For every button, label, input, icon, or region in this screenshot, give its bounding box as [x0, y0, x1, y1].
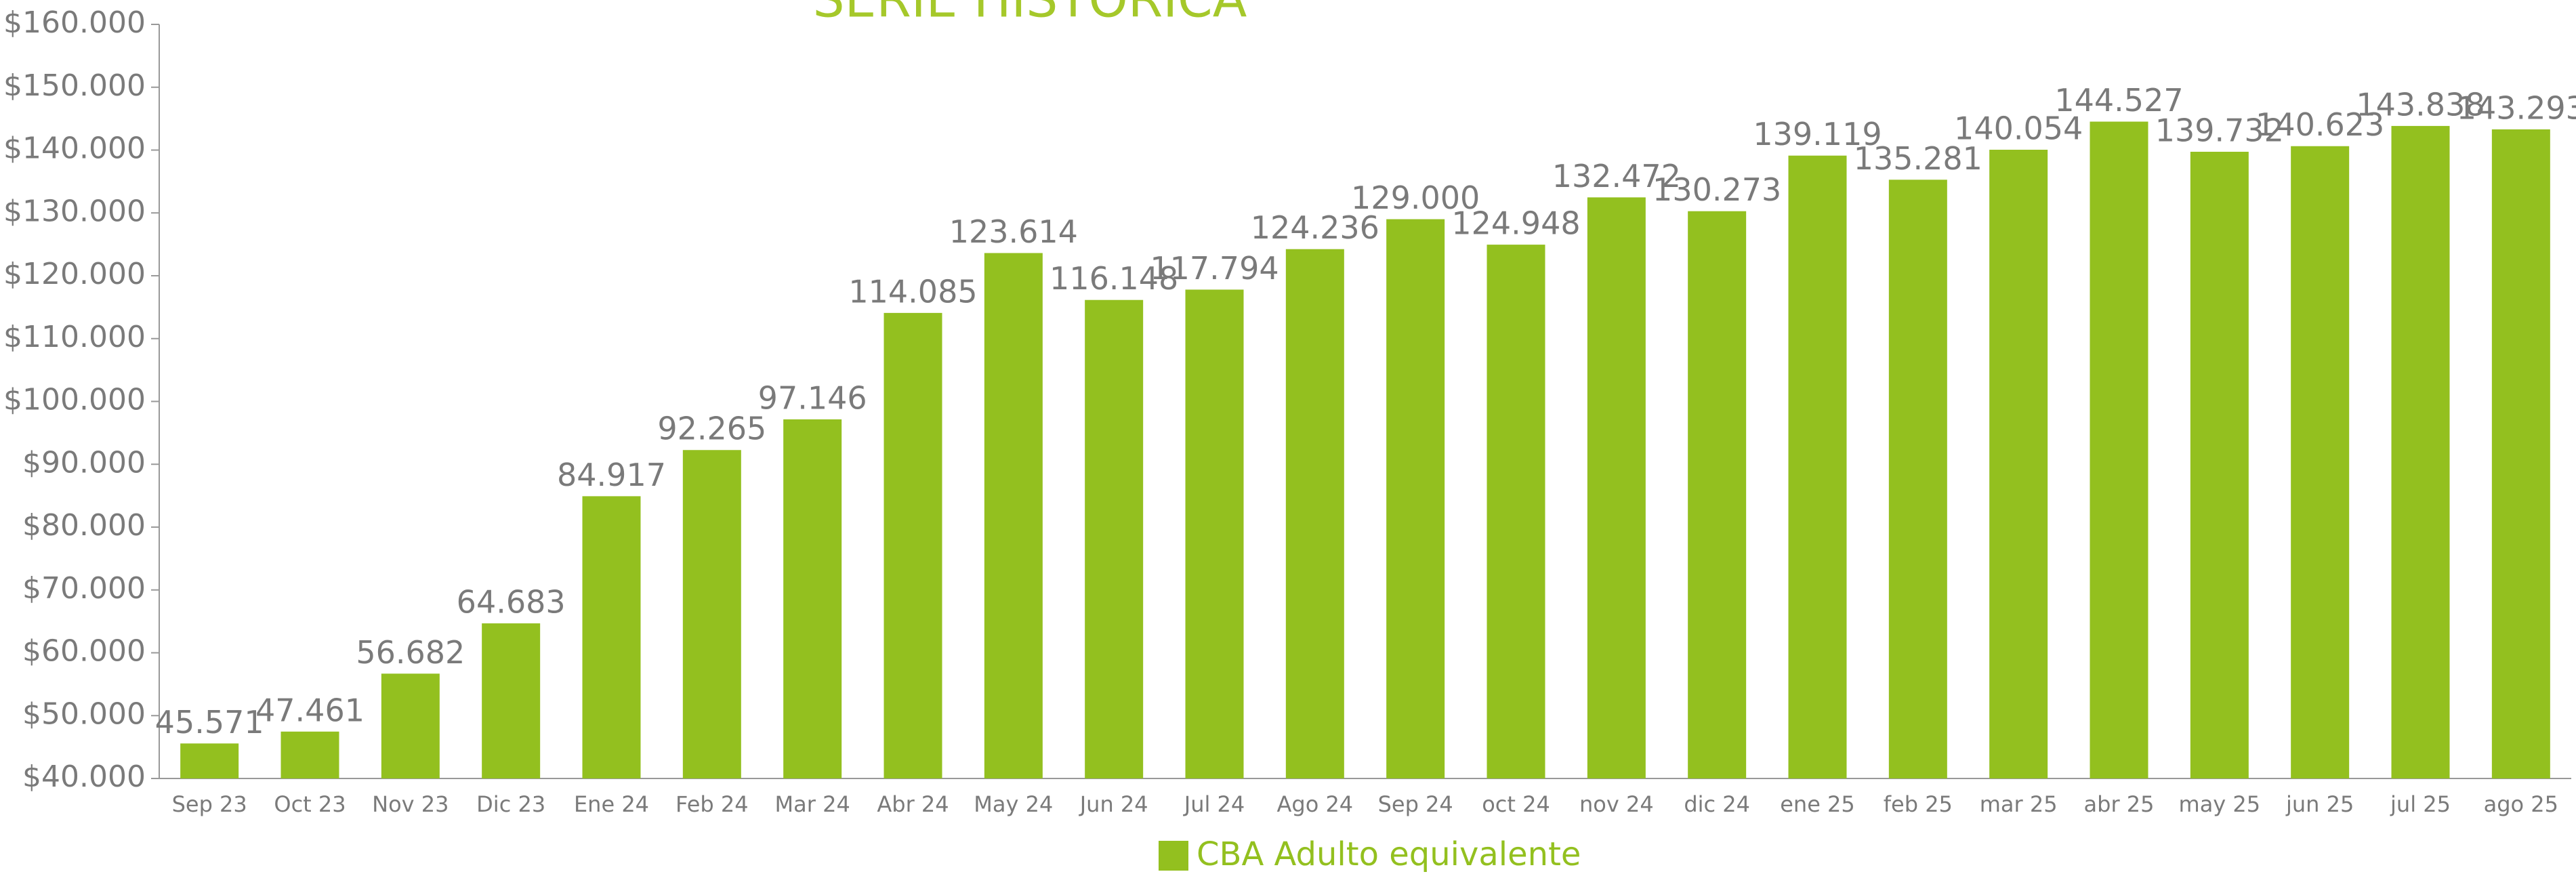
- value-label: 139.732: [2155, 112, 2284, 148]
- x-tick-label: ene 25: [1780, 791, 1855, 817]
- y-tick-label: $120.000: [3, 257, 146, 291]
- value-label: 140.623: [2256, 106, 2384, 143]
- bar: [1989, 149, 2048, 778]
- x-tick-label: Feb 24: [676, 791, 749, 817]
- legend-label: CBA Adulto equivalente: [1197, 835, 1581, 873]
- bar: [2291, 146, 2350, 778]
- value-label: 135.281: [1854, 140, 1982, 177]
- value-label: 97.146: [758, 379, 867, 416]
- y-tick-label: $130.000: [3, 194, 146, 228]
- value-label: 123.614: [949, 213, 1078, 250]
- bar: [482, 623, 541, 778]
- x-tick-label: Nov 23: [372, 791, 449, 817]
- bar: [1587, 197, 1646, 778]
- value-label: 130.273: [1653, 171, 1781, 208]
- x-tick-label: nov 24: [1579, 791, 1654, 817]
- x-tick-label: Mar 24: [775, 791, 850, 817]
- value-label: 114.085: [848, 273, 977, 310]
- value-label: 143.838: [2356, 86, 2485, 123]
- value-label: 124.948: [1451, 205, 1580, 242]
- y-tick-label: $40.000: [22, 759, 146, 794]
- value-label: 129.000: [1351, 180, 1480, 216]
- x-tick-label: abr 25: [2084, 791, 2155, 817]
- y-tick-label: $160.000: [3, 5, 146, 40]
- chart-title: SERIE HISTÓRICA: [813, 0, 1247, 29]
- value-label: 84.917: [557, 457, 666, 493]
- bar: [2190, 151, 2249, 778]
- x-tick-label: Sep 23: [172, 791, 247, 817]
- x-tick-label: feb 25: [1884, 791, 1953, 817]
- value-label: 117.794: [1150, 250, 1279, 287]
- y-tick-label: $50.000: [22, 696, 146, 731]
- x-tick-label: Ene 24: [574, 791, 649, 817]
- x-tick-label: mar 25: [1980, 791, 2058, 817]
- bar: [682, 450, 741, 778]
- bar: [1788, 155, 1847, 779]
- value-label: 144.527: [2054, 82, 2183, 119]
- y-tick-label: $110.000: [3, 320, 146, 354]
- x-tick-label: may 25: [2179, 791, 2261, 817]
- value-label: 47.461: [255, 692, 365, 728]
- y-tick-label: $100.000: [3, 383, 146, 417]
- bar: [2491, 129, 2550, 779]
- x-tick-label: Jun 24: [1079, 791, 1148, 817]
- value-label: 45.571: [155, 704, 264, 741]
- bar: [2391, 125, 2450, 778]
- value-label: 132.472: [1552, 158, 1681, 194]
- y-tick-label: $150.000: [3, 68, 146, 103]
- bar: [1888, 180, 1947, 778]
- bar: [582, 496, 641, 778]
- value-label: 116.148: [1050, 260, 1178, 297]
- bar: [1185, 289, 1244, 778]
- y-tick-label: $140.000: [3, 131, 146, 166]
- value-label: 140.054: [1954, 110, 2083, 146]
- bar: [984, 253, 1043, 778]
- x-tick-label: Ago 24: [1276, 791, 1353, 817]
- y-tick-label: $60.000: [22, 634, 146, 669]
- legend-swatch: [1159, 841, 1188, 871]
- x-tick-label: May 24: [974, 791, 1053, 817]
- y-tick-label: $70.000: [22, 571, 146, 606]
- bar: [783, 419, 842, 778]
- x-tick-label: Jul 24: [1183, 791, 1245, 817]
- x-tick-label: oct 24: [1482, 791, 1550, 817]
- value-label: 124.236: [1251, 209, 1379, 246]
- bar: [281, 731, 339, 778]
- value-label: 64.683: [457, 584, 566, 621]
- y-tick-label: $90.000: [22, 445, 146, 480]
- bar: [180, 743, 239, 778]
- bar: [1085, 299, 1144, 778]
- bar: [1487, 245, 1545, 778]
- bar: [2090, 121, 2148, 778]
- x-tick-label: Dic 23: [476, 791, 545, 817]
- bar: [884, 312, 942, 778]
- x-tick-label: Abr 24: [877, 791, 949, 817]
- x-tick-label: dic 24: [1684, 791, 1750, 817]
- value-label: 92.265: [657, 411, 766, 447]
- bar: [1688, 211, 1747, 779]
- x-tick-label: Sep 24: [1378, 791, 1453, 817]
- value-label: 143.293: [2457, 89, 2576, 126]
- x-tick-label: jul 25: [2390, 791, 2451, 817]
- x-tick-label: jun 25: [2285, 791, 2354, 817]
- bar: [381, 673, 440, 778]
- value-label: 139.119: [1753, 116, 1882, 152]
- bar: [1285, 249, 1344, 779]
- x-tick-label: Oct 23: [274, 791, 346, 817]
- y-tick-label: $80.000: [22, 508, 146, 543]
- x-tick-label: ago 25: [2484, 791, 2558, 817]
- bar: [1386, 219, 1445, 778]
- value-label: 56.682: [356, 634, 465, 671]
